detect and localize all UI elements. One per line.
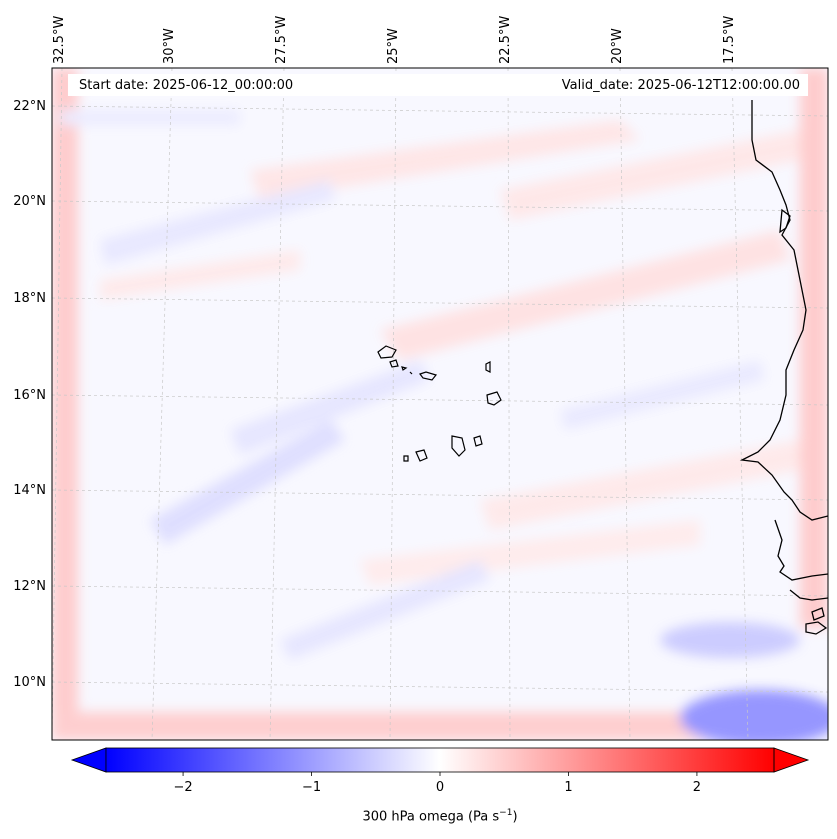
lat-label-20N: 20°N <box>13 194 46 209</box>
lon-label-32-5W: 32.5°W <box>52 15 67 64</box>
map-frame <box>51 67 829 741</box>
lon-label-22-5W: 22.5°W <box>498 15 513 64</box>
colorbar <box>70 747 810 776</box>
colorbar-max-arrow <box>773 747 810 773</box>
valid-date-label: Valid_date: 2025-06-12T12:00:00.00 <box>561 78 800 93</box>
colorbar-label: 300 hPa omega (Pa s−1) <box>362 808 518 825</box>
colorbar-tick-label: 0 <box>435 780 445 795</box>
lat-label-18N: 18°N <box>13 291 46 306</box>
lat-label-16N: 16°N <box>13 388 46 403</box>
colorbar-tick-label: −1 <box>301 780 322 795</box>
coastline <box>739 100 828 635</box>
colorbar-gradient <box>106 748 774 772</box>
start-date-label: Start date: 2025-06-12_00:00:00 <box>79 78 294 93</box>
lat-label-14N: 14°N <box>13 483 46 498</box>
colorbar-tick-label: 2 <box>692 780 702 795</box>
omega-field <box>52 68 828 740</box>
lat-label-22N: 22°N <box>13 99 46 114</box>
lat-label-10N: 10°N <box>13 675 46 690</box>
lon-label-25W: 25°W <box>386 28 401 64</box>
lon-label-17-5W: 17.5°W <box>722 15 737 64</box>
cape-verde-islands <box>377 345 502 462</box>
colorbar-tick-label: −2 <box>173 780 193 795</box>
gridlines <box>52 68 828 740</box>
colorbar-tick-label: 1 <box>564 780 573 795</box>
header-box <box>68 74 808 96</box>
colorbar-min-arrow <box>70 747 107 773</box>
lon-label-27-5W: 27.5°W <box>274 15 289 64</box>
lat-label-12N: 12°N <box>13 579 46 594</box>
lon-label-30W: 30°W <box>162 28 177 64</box>
lon-label-20W: 20°W <box>610 28 625 64</box>
